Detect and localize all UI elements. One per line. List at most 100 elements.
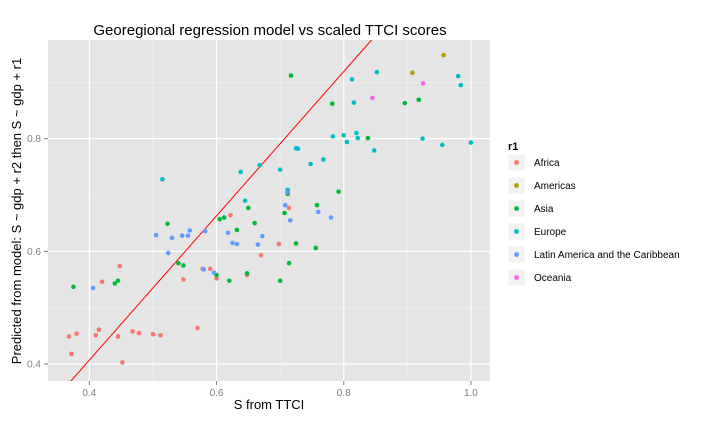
data-point: [234, 241, 240, 247]
data-point: [374, 69, 380, 75]
data-point: [295, 146, 301, 152]
series-latin-america-and-the-caribbean: [90, 189, 334, 291]
data-point: [179, 233, 185, 238]
data-point: [217, 216, 223, 222]
data-point: [136, 330, 142, 336]
legend-label: Asia: [534, 204, 554, 215]
data-point: [169, 235, 175, 241]
data-point: [66, 334, 72, 339]
data-point: [410, 70, 415, 75]
data-point: [330, 134, 336, 139]
data-point: [341, 132, 347, 138]
data-point: [201, 267, 207, 272]
data-point: [207, 266, 213, 272]
x-tick-label: 0.8: [337, 388, 351, 399]
data-point: [258, 253, 264, 258]
data-point: [71, 284, 76, 290]
data-point: [181, 263, 186, 268]
series-asia: [71, 73, 422, 290]
legend-label: Latin America and the Caribbean: [534, 250, 680, 261]
regression-line: [70, 40, 373, 381]
data-point: [90, 285, 96, 291]
data-point: [117, 263, 123, 269]
legend-items: Africa Americas Asia Europe Latin America an…: [507, 153, 680, 287]
data-point: [354, 130, 359, 136]
data-point: [285, 189, 291, 195]
data-point: [315, 209, 321, 215]
data-point: [99, 279, 105, 285]
legend-item: Asia: [507, 199, 554, 218]
data-point: [313, 245, 319, 251]
series-africa: [66, 205, 292, 365]
y-axis-ticks: 0.4 0.6 0.8: [27, 134, 48, 371]
data-point: [314, 202, 320, 208]
data-point: [130, 329, 135, 334]
plot-background: [48, 40, 490, 381]
series-americas: [410, 52, 446, 75]
data-point: [282, 202, 288, 208]
x-tick-label: 0.4: [82, 388, 96, 399]
data-point: [96, 327, 102, 333]
data-point: [365, 135, 371, 141]
data-point: [293, 241, 299, 246]
y-tick-label: 0.8: [27, 134, 41, 145]
data-point: [402, 100, 408, 106]
x-axis-label: S from TTCI: [234, 397, 305, 412]
data-point: [420, 81, 426, 86]
data-point: [286, 260, 292, 266]
data-point: [115, 334, 121, 339]
data-point: [351, 100, 357, 105]
data-point: [286, 205, 292, 211]
x-tick-label: 0.6: [210, 388, 224, 399]
data-point: [93, 333, 98, 338]
legend-label: Africa: [534, 158, 560, 169]
data-point: [228, 212, 233, 218]
data-point: [420, 136, 425, 141]
data-point: [308, 161, 313, 167]
data-point: [260, 233, 265, 239]
data-point: [195, 325, 200, 331]
data-point: [230, 240, 235, 246]
data-point: [225, 230, 231, 236]
data-point: [69, 351, 74, 357]
data-point: [158, 333, 163, 338]
data-point: [277, 278, 283, 283]
data-point: [468, 140, 474, 145]
data-point: [165, 221, 170, 227]
data-point: [370, 95, 375, 101]
data-point: [349, 77, 355, 82]
data-point: [355, 135, 361, 141]
data-point: [115, 278, 121, 283]
data-point: [277, 167, 283, 172]
data-point: [257, 162, 263, 168]
data-point: [458, 82, 464, 88]
data-point: [165, 250, 171, 256]
data-point: [344, 139, 350, 145]
y-axis-label: Predicted from model: S ~ gdp + r2 then …: [9, 58, 24, 364]
data-point: [276, 241, 282, 247]
legend-item: Latin America and the Caribbean: [507, 245, 680, 264]
legend-label: Americas: [534, 181, 576, 192]
data-point: [255, 242, 261, 247]
legend-marker: [514, 275, 519, 280]
data-point: [336, 189, 341, 194]
data-point: [328, 215, 334, 220]
data-point: [160, 176, 165, 182]
y-tick-label: 0.6: [27, 247, 41, 258]
x-tick-label: 1.0: [464, 388, 478, 399]
data-point: [371, 148, 377, 153]
chart-title: Georegional regression model vs scaled T…: [93, 22, 446, 39]
data-point: [211, 270, 217, 276]
legend-marker: [514, 160, 519, 165]
legend-marker: [514, 206, 519, 211]
data-point: [288, 218, 293, 223]
data-point: [440, 142, 445, 148]
data-point: [238, 169, 243, 175]
legend-item: Oceania: [507, 268, 572, 287]
y-tick-label: 0.4: [27, 360, 41, 371]
data-point: [221, 215, 227, 220]
legend-marker: [514, 252, 519, 257]
data-point: [252, 220, 257, 226]
